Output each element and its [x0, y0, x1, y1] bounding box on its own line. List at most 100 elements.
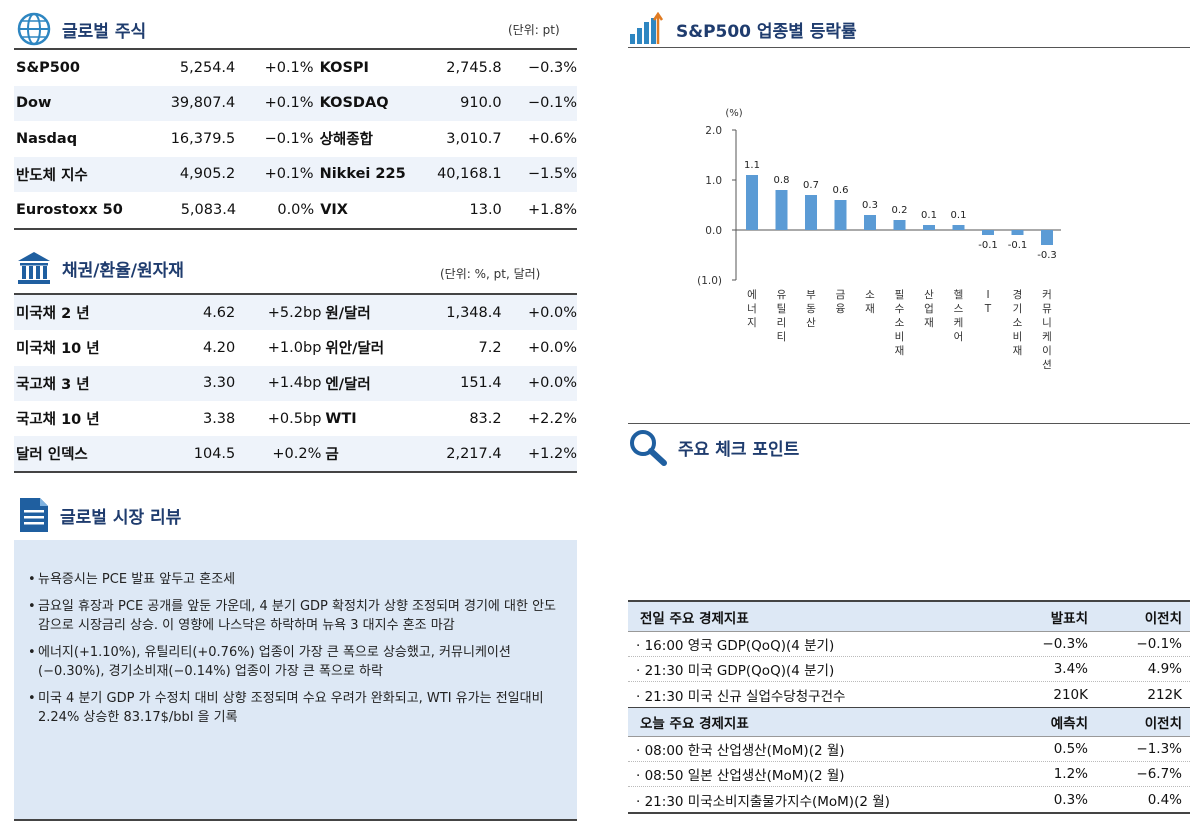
sector-bar [952, 225, 965, 230]
index-value: 910.0 [460, 95, 502, 112]
index-value: 3,010.7 [446, 130, 502, 147]
y-tick-label: 1.0 [705, 175, 722, 187]
instrument-name: 원/달러 [325, 306, 371, 323]
event-prior: −1.3% [1136, 741, 1182, 757]
instrument-name: 금 [325, 447, 339, 464]
bar-value-label: -0.3 [1037, 250, 1057, 261]
instrument-change: +2.2% [527, 410, 577, 427]
index-change: −1.5% [528, 166, 578, 183]
index-name: KOSDAQ [319, 95, 389, 112]
divider [628, 47, 1190, 48]
event-name: 08:50 일본 산업생산(MoM)(2 월) [644, 768, 845, 784]
bar-value-label: 0.7 [803, 180, 819, 191]
sector-bar-chart: (%)2.0 1.0 0.0 (1.0) 1.1 에 너 지 0.8 유 틸 리 티 0.7 부 동 산 0.6 금… [697, 108, 1061, 371]
bonds-fx-table: 미국채 2 년 4.62 +5.2bp 원/달러 1,348.4 +0.0% 미… [14, 293, 577, 474]
y-axis-unit: (%) [725, 108, 742, 119]
instrument-change: +1.0bp [267, 339, 322, 356]
table-row: Dow 39,807.4 +0.1% KOSDAQ 910.0 −0.1% [14, 85, 577, 121]
event-name: 21:30 미국 신규 실업수당청구건수 [644, 688, 846, 705]
index-value: 40,168.1 [437, 166, 502, 183]
table-row: · 21:30 미국소비지출물가지수(MoM)(2 월) 0.3% 0.4% [628, 787, 1190, 812]
index-name: 상해종합 [319, 132, 373, 149]
event-prior: −6.7% [1136, 766, 1182, 782]
sector-bar [1041, 230, 1053, 245]
event-name: 21:30 미국소비지출물가지수(MoM)(2 월) [644, 793, 890, 810]
instrument-name: 국고채 3 년 [16, 376, 90, 393]
instrument-value: 104.5 [193, 445, 236, 462]
index-name: KOSPI [319, 59, 369, 76]
bar-chart-icon [630, 12, 664, 44]
index-change: −0.3% [528, 59, 578, 76]
global-equity-header: 글로벌 주식 [16, 12, 146, 46]
y-tick-label: (1.0) [697, 275, 722, 287]
index-name: 반도체 지수 [16, 167, 88, 184]
event-name: 08:00 한국 산업생산(MoM)(2 월) [644, 743, 845, 759]
instrument-name: 미국채 10 년 [16, 341, 100, 358]
magnifier-icon [630, 430, 667, 466]
sector-bar [775, 190, 788, 230]
event-prior: 212K [1147, 686, 1182, 703]
table-row: 달러 인덱스 104.5 +0.2% 금 2,217.4 +1.2% [14, 436, 577, 472]
bank-icon [18, 252, 50, 284]
index-value: 5,083.4 [180, 201, 237, 218]
bullet-dot: · [636, 743, 645, 759]
event-prior: 0.4% [1147, 791, 1182, 808]
instrument-value: 7.2 [478, 339, 502, 356]
table-row: 국고채 3 년 3.30 +1.4bp 엔/달러 151.4 +0.0% [14, 365, 577, 401]
table-row: · 21:30 미국 신규 실업수당청구건수 210K 212K [628, 682, 1190, 707]
instrument-name: 달러 인덱스 [16, 447, 88, 464]
index-name: Eurostoxx 50 [16, 201, 123, 218]
instrument-name: 엔/달러 [325, 376, 371, 393]
event-actual: −0.3% [1042, 636, 1088, 652]
table-row: · 21:30 미국 GDP(QoQ)(4 분기) 3.4% 4.9% [628, 657, 1190, 682]
index-name: Nikkei 225 [319, 166, 406, 183]
bar-value-label: 0.1 [951, 210, 967, 221]
index-change: +0.1% [264, 59, 314, 76]
globe-icon [17, 12, 51, 46]
review-bullet: 금요일 휴장과 PCE 공개를 앞둔 가운데, 4 분기 GDP 확정치가 상향… [28, 597, 565, 635]
event-prior: −0.1% [1136, 636, 1182, 652]
instrument-change: +5.2bp [267, 304, 322, 321]
index-name: VIX [320, 201, 348, 218]
global-equity-unit: (단위: pt) [508, 23, 560, 37]
header-actual: 발표치 [1050, 610, 1088, 627]
global-equity-table: S&P500 5,254.4 +0.1% KOSPI 2,745.8 −0.3%… [14, 48, 577, 230]
sector-bar [746, 175, 758, 230]
document-icon [20, 498, 48, 532]
table-row: 미국채 10 년 4.20 +1.0bp 위안/달러 7.2 +0.0% [14, 330, 577, 365]
index-change: 0.0% [277, 201, 315, 218]
instrument-change: +0.0% [527, 375, 577, 392]
sector-bar [805, 195, 817, 230]
index-change: +0.6% [528, 130, 578, 147]
event-prior: 4.9% [1147, 661, 1182, 677]
event-name: 16:00 영국 GDP(QoQ)(4 분기) [644, 638, 835, 654]
sector-bar [893, 220, 906, 230]
index-value: 39,807.4 [170, 95, 236, 112]
index-change: +0.1% [264, 166, 314, 183]
instrument-name: 위안/달러 [325, 341, 385, 358]
review-list: 뉴욕증시는 PCE 발표 앞두고 혼조세 금요일 휴장과 PCE 공개를 앞둔 … [28, 570, 565, 727]
bonds-fx-unit: (단위: %, pt, 달러) [440, 267, 541, 281]
bullet-dot: · [636, 638, 645, 654]
sector-bar [982, 230, 994, 235]
bar-value-label: -0.1 [1008, 240, 1028, 251]
bonds-fx-header: 채권/환율/원자재 [16, 250, 184, 286]
bar-value-label: 1.1 [744, 160, 760, 171]
bar-value-label: 0.6 [833, 185, 849, 196]
check-points-title: 주요 체크 포인트 [678, 439, 800, 460]
sector-bar [1011, 230, 1024, 235]
global-equity-title: 글로벌 주식 [62, 21, 147, 42]
bar-value-label: 0.1 [921, 210, 937, 221]
review-title: 글로벌 시장 리뷰 [60, 507, 182, 528]
bar-value-label: 0.8 [774, 175, 790, 186]
header-title: 오늘 주요 경제지표 [640, 716, 749, 732]
sector-bar [834, 200, 847, 230]
instrument-value: 83.2 [469, 410, 502, 427]
